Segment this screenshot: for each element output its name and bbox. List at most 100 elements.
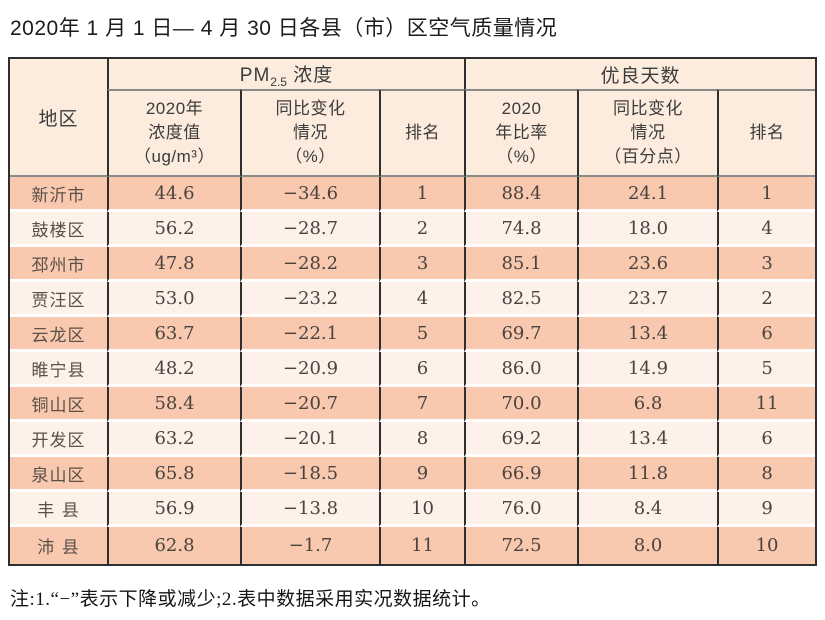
table-row: 铜山区 58.4 −20.7 7 70.0 6.8 11 [10,387,816,422]
days-change-cell: 8.4 [577,492,718,527]
pm-change-cell: −23.2 [240,282,379,317]
pm-rank-cell: 11 [379,527,465,564]
region-cell: 新沂市 [10,177,107,212]
page-title: 2020年 1 月 1 日— 4 月 30 日各县（市）区空气质量情况 [10,17,558,40]
region-cell: 邳州市 [10,247,107,282]
pm-change-cell: −13.8 [240,492,379,527]
region-column-header: 地区 [10,59,107,177]
sub-header-row: 2020年 浓度值 （ug/m³） 同比变化 情况 （%） 排名 2020 年比… [10,89,816,177]
table-row: 鼓楼区 56.2 −28.7 2 74.8 18.0 4 [10,212,816,247]
table-header: 地区 PM2.5 浓度 优良天数 2020年 浓度值 （ug/m³） 同比变化 … [10,59,816,177]
subheader-pm-change: 同比变化 情况 （%） [240,89,379,177]
table-row: 开发区 63.2 −20.1 8 69.2 13.4 6 [10,422,816,457]
days-ratio-cell: 70.0 [464,387,578,422]
days-change-cell: 23.6 [577,247,718,282]
days-ratio-cell: 69.7 [464,317,578,352]
days-ratio-cell: 82.5 [464,282,578,317]
days-rank-cell: 6 [717,422,816,457]
days-ratio-cell: 88.4 [464,177,578,212]
table-body: 新沂市 44.6 −34.6 1 88.4 24.1 1 鼓楼区 56.2 −2… [10,177,816,564]
pm-rank-cell: 4 [379,282,465,317]
pm25-label-subscript: 2.5 [270,74,287,89]
region-cell: 泉山区 [10,457,107,492]
subheader-days-ratio: 2020 年比率 （%） [464,89,578,177]
pm-change-cell: −20.7 [240,387,379,422]
pm-rank-cell: 1 [379,177,465,212]
pm-value-cell: 65.8 [107,457,240,492]
pm-change-cell: −28.7 [240,212,379,247]
days-ratio-cell: 76.0 [464,492,578,527]
days-ratio-cell: 72.5 [464,527,578,564]
table-row: 新沂市 44.6 −34.6 1 88.4 24.1 1 [10,177,816,212]
days-change-cell: 18.0 [577,212,718,247]
days-change-cell: 24.1 [577,177,718,212]
pm-rank-cell: 10 [379,492,465,527]
group-header-good-days: 优良天数 [464,59,816,89]
pm-rank-cell: 3 [379,247,465,282]
days-change-cell: 23.7 [577,282,718,317]
days-change-cell: 6.8 [577,387,718,422]
pm-change-cell: −20.9 [240,352,379,387]
region-cell: 开发区 [10,422,107,457]
pm-rank-cell: 5 [379,317,465,352]
pm-change-cell: −34.6 [240,177,379,212]
days-rank-cell: 5 [717,352,816,387]
pm-change-cell: −18.5 [240,457,379,492]
pm-value-cell: 44.6 [107,177,240,212]
pm-value-cell: 56.9 [107,492,240,527]
days-rank-cell: 1 [717,177,816,212]
days-rank-cell: 10 [717,527,816,564]
table-row: 泉山区 65.8 −18.5 9 66.9 11.8 8 [10,457,816,492]
pm-change-cell: −22.1 [240,317,379,352]
pm-rank-cell: 6 [379,352,465,387]
days-rank-cell: 3 [717,247,816,282]
pm-change-cell: −28.2 [240,247,379,282]
pm-value-cell: 56.2 [107,212,240,247]
region-cell: 贾汪区 [10,282,107,317]
days-change-cell: 14.9 [577,352,718,387]
days-rank-cell: 11 [717,387,816,422]
table-row: 邳州市 47.8 −28.2 3 85.1 23.6 3 [10,247,816,282]
days-ratio-cell: 74.8 [464,212,578,247]
region-cell: 铜山区 [10,387,107,422]
region-cell: 沛 县 [10,527,107,564]
days-rank-cell: 8 [717,457,816,492]
days-rank-cell: 4 [717,212,816,247]
subheader-pm-rank: 排名 [379,89,465,177]
days-change-cell: 13.4 [577,317,718,352]
pm-value-cell: 47.8 [107,247,240,282]
table-row: 沛 县 62.8 −1.7 11 72.5 8.0 10 [10,527,816,564]
pm25-label-prefix: PM [239,64,271,86]
group-header-row: 地区 PM2.5 浓度 优良天数 [10,59,816,177]
days-change-cell: 8.0 [577,527,718,564]
pm-value-cell: 58.4 [107,387,240,422]
days-change-cell: 13.4 [577,422,718,457]
subheader-days-change: 同比变化 情况 （百分点） [577,89,718,177]
days-ratio-cell: 85.1 [464,247,578,282]
pm-change-cell: −1.7 [240,527,379,564]
region-cell: 鼓楼区 [10,212,107,247]
days-rank-cell: 2 [717,282,816,317]
region-cell: 云龙区 [10,317,107,352]
table-row: 云龙区 63.7 −22.1 5 69.7 13.4 6 [10,317,816,352]
subheader-days-rank: 排名 [717,89,816,177]
pm-value-cell: 53.0 [107,282,240,317]
subheader-pm-value: 2020年 浓度值 （ug/m³） [107,89,240,177]
region-cell: 睢宁县 [10,352,107,387]
group-header-pm25: PM2.5 浓度 [107,59,465,89]
days-change-cell: 11.8 [577,457,718,492]
days-rank-cell: 6 [717,317,816,352]
pm25-label-suffix: 浓度 [286,64,334,86]
pm-value-cell: 63.2 [107,422,240,457]
pm-change-cell: −20.1 [240,422,379,457]
pm-rank-cell: 9 [379,457,465,492]
table-row: 睢宁县 48.2 −20.9 6 86.0 14.9 5 [10,352,816,387]
pm-value-cell: 62.8 [107,527,240,564]
table-row: 丰 县 56.9 −13.8 10 76.0 8.4 9 [10,492,816,527]
air-quality-table: 地区 PM2.5 浓度 优良天数 2020年 浓度值 （ug/m³） 同比变化 … [8,57,818,566]
days-ratio-cell: 69.2 [464,422,578,457]
days-ratio-cell: 66.9 [464,457,578,492]
days-ratio-cell: 86.0 [464,352,578,387]
region-cell: 丰 县 [10,492,107,527]
